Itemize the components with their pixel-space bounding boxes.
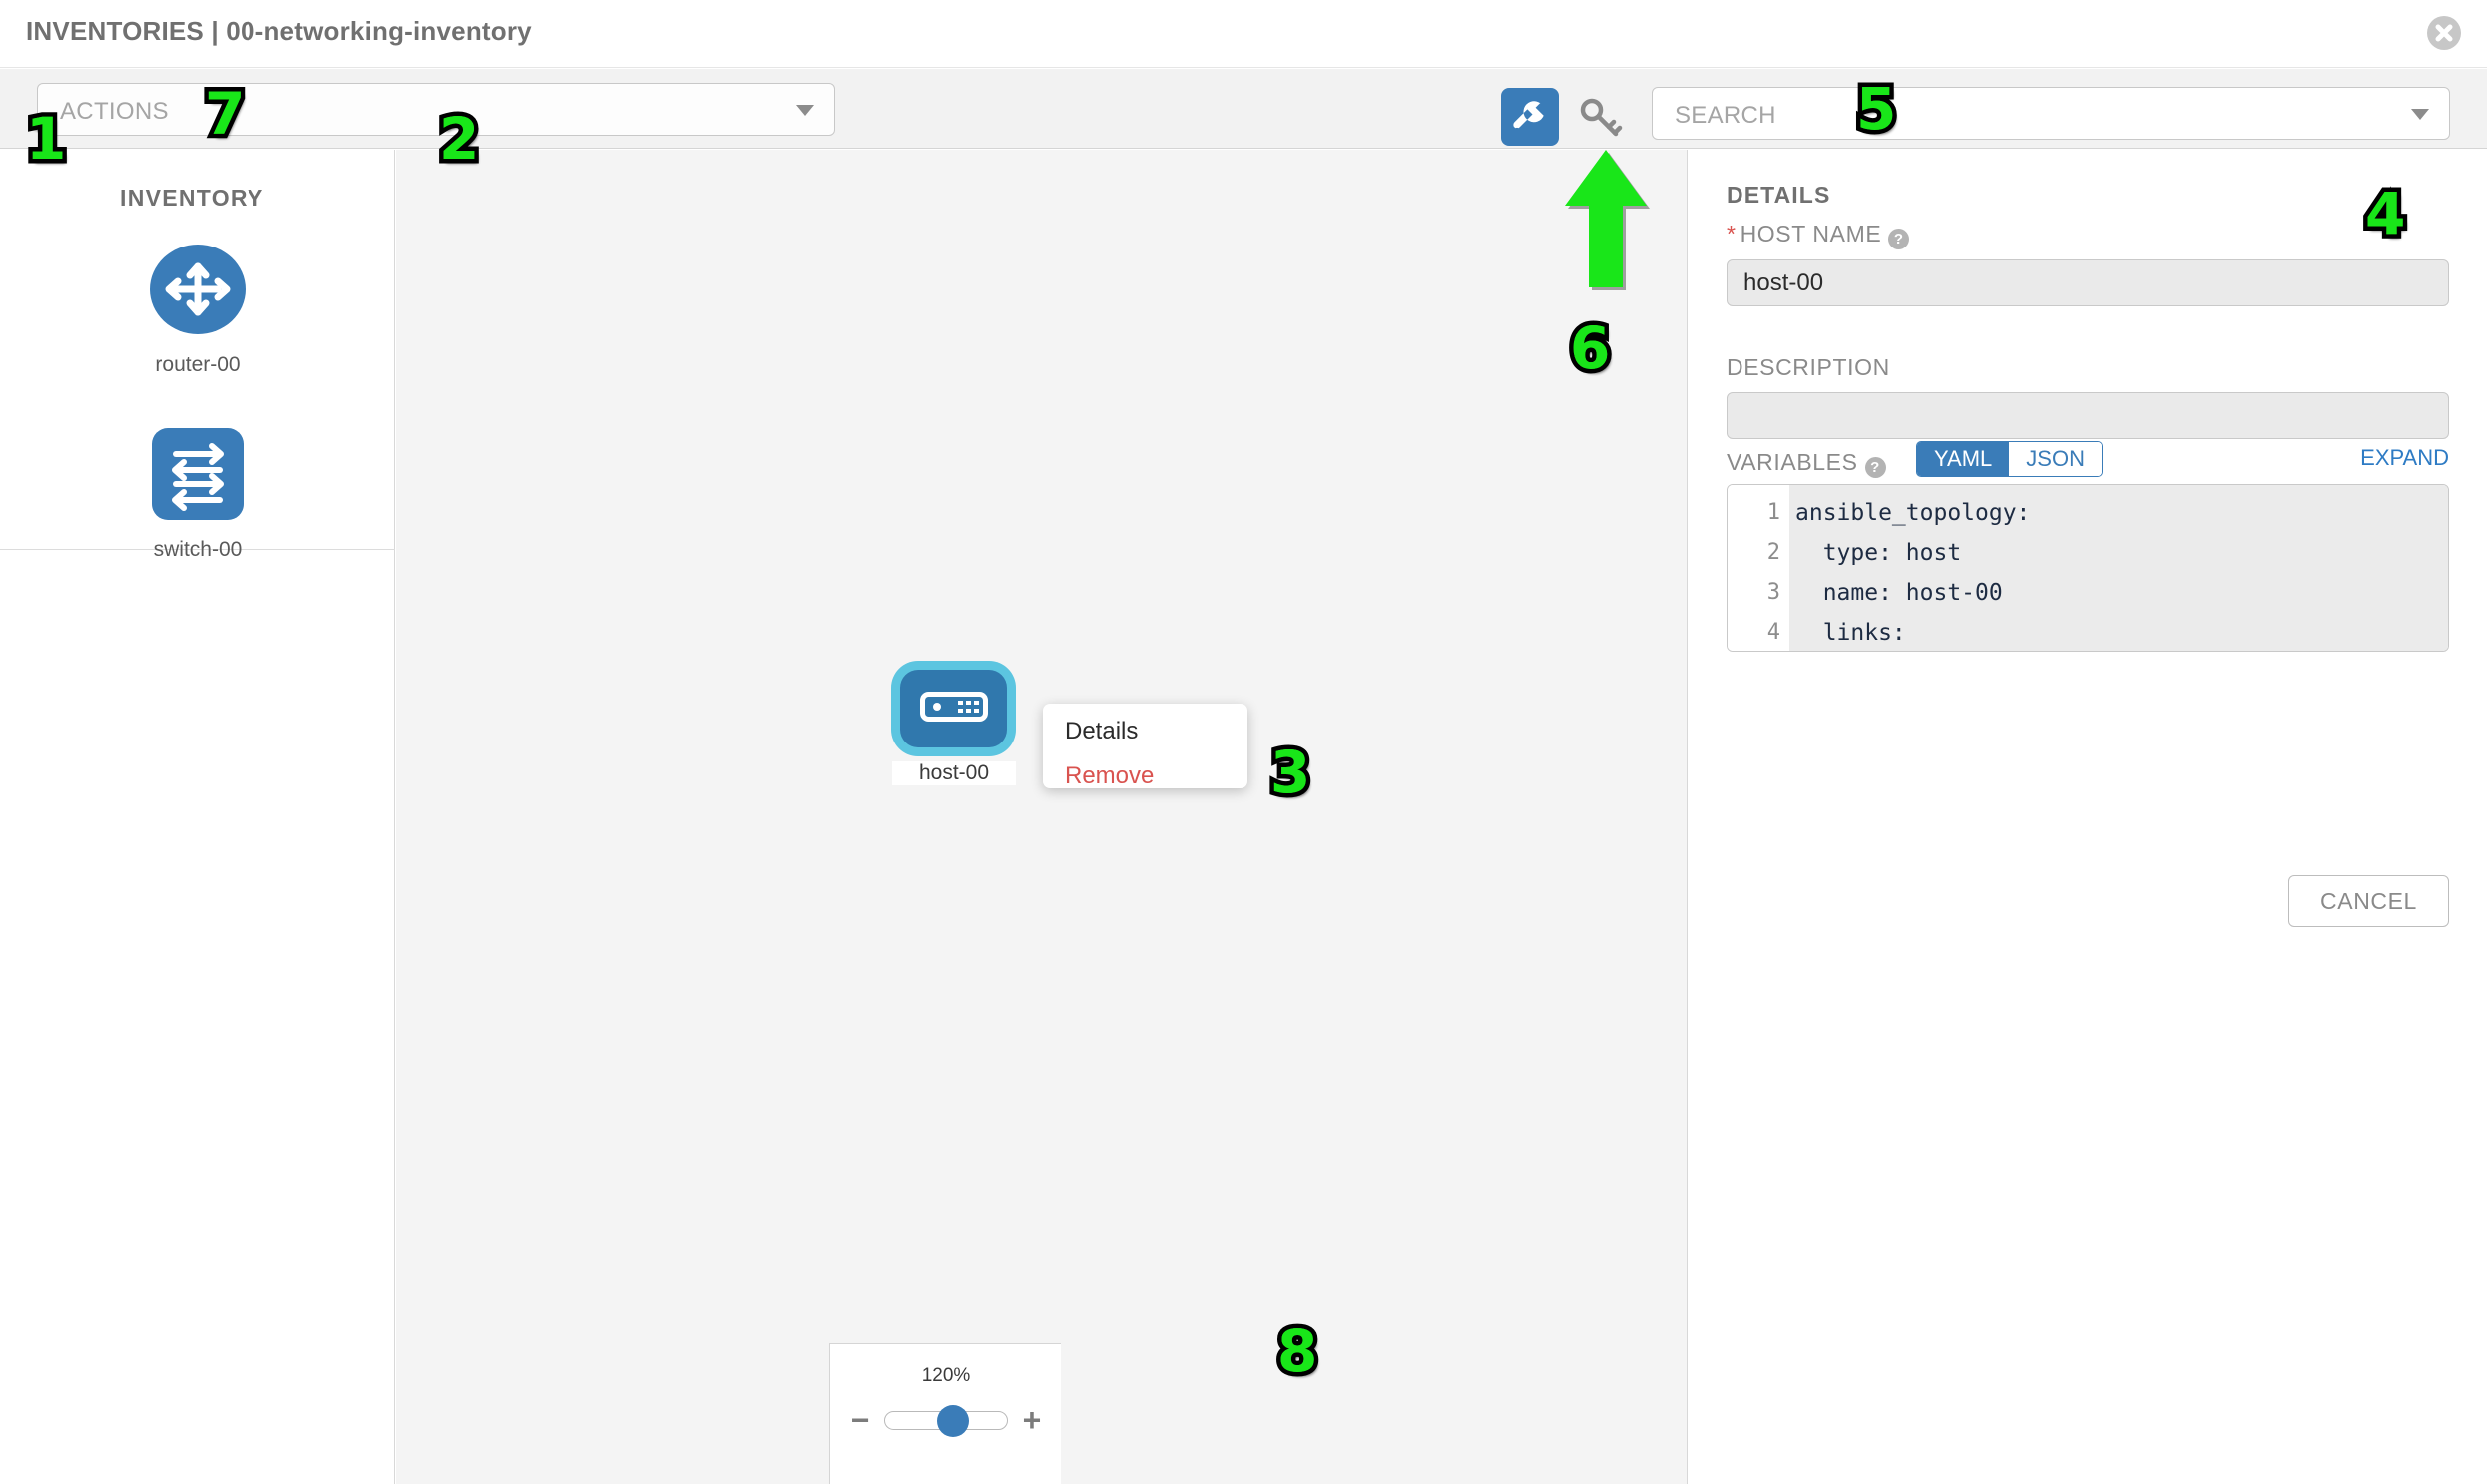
chevron-down-icon bbox=[2411, 109, 2429, 120]
zoom-control: 120% − + bbox=[829, 1343, 1061, 1484]
description-label: DESCRIPTION bbox=[1727, 354, 1890, 380]
zoom-slider[interactable] bbox=[884, 1404, 1008, 1437]
actions-dropdown-label: ACTIONS bbox=[60, 98, 169, 125]
variables-label: VARIABLES? bbox=[1727, 449, 1886, 478]
details-panel: DETAILS * HOST NAME? host-00 DESCRIPTION … bbox=[1689, 150, 2487, 1484]
variables-format-toggle[interactable]: YAML JSON bbox=[1916, 441, 2103, 477]
router-icon bbox=[0, 230, 395, 349]
topology-canvas[interactable]: host-00 Details Remove 120% − + bbox=[396, 150, 1688, 1484]
cancel-button[interactable]: CANCEL bbox=[2288, 875, 2449, 927]
host-name-label: * HOST NAME? bbox=[1727, 221, 1910, 249]
inventory-heading: INVENTORY bbox=[120, 185, 264, 211]
line-number: 2 bbox=[1766, 540, 1780, 565]
code-line: ansible_topology: bbox=[1795, 500, 2031, 526]
search-placeholder: SEARCH bbox=[1675, 102, 1776, 129]
context-menu-item-details[interactable]: Details bbox=[1065, 718, 1139, 744]
node-label: host-00 bbox=[892, 761, 1016, 785]
zoom-percent-label: 120% bbox=[921, 1365, 971, 1386]
actions-dropdown[interactable]: ACTIONS bbox=[37, 83, 835, 136]
sidebar-item-router[interactable]: router-00 bbox=[0, 230, 395, 377]
zoom-out-button[interactable]: − bbox=[850, 1402, 870, 1438]
close-icon[interactable] bbox=[2427, 16, 2461, 50]
page-title: INVENTORIES | 00-networking-inventory bbox=[26, 16, 532, 46]
window-header: INVENTORIES | 00-networking-inventory bbox=[0, 0, 2487, 68]
description-field[interactable] bbox=[1727, 392, 2449, 439]
key-icon[interactable] bbox=[1575, 93, 1623, 141]
node-body[interactable] bbox=[900, 670, 1007, 747]
search-input[interactable]: SEARCH bbox=[1652, 87, 2450, 140]
wrench-icon[interactable] bbox=[1501, 88, 1559, 146]
variables-code-editor[interactable]: 1234567 ansible_topology: type: host nam… bbox=[1727, 484, 2449, 652]
server-host-icon bbox=[919, 691, 988, 727]
details-heading: DETAILS bbox=[1727, 182, 1831, 208]
help-icon[interactable]: ? bbox=[1888, 229, 1910, 249]
line-number: 1 bbox=[1766, 500, 1780, 525]
code-line: type: host bbox=[1795, 540, 1962, 566]
switch-icon bbox=[0, 414, 395, 534]
line-number: 4 bbox=[1766, 620, 1780, 645]
help-icon[interactable]: ? bbox=[1864, 457, 1886, 478]
sidebar-item-switch[interactable]: switch-00 bbox=[0, 414, 395, 562]
format-json-button[interactable]: JSON bbox=[2009, 442, 2102, 476]
variables-label-text: VARIABLES bbox=[1727, 449, 1858, 475]
host-name-label-text: HOST NAME bbox=[1740, 221, 1882, 247]
node-context-menu[interactable]: Details Remove bbox=[1043, 704, 1247, 788]
expand-link[interactable]: EXPAND bbox=[2360, 445, 2449, 470]
zoom-slider-row: − + bbox=[830, 1400, 1062, 1440]
chevron-down-icon bbox=[796, 105, 814, 116]
host-name-field[interactable]: host-00 bbox=[1727, 259, 2449, 306]
inventory-sidebar: INVENTORY router-00 bbox=[0, 150, 395, 1484]
code-line: name: host-00 bbox=[1795, 580, 2003, 606]
sidebar-item-label: switch-00 bbox=[153, 538, 243, 561]
required-asterisk: * bbox=[1727, 221, 1737, 247]
topology-node-host[interactable]: host-00 bbox=[892, 670, 1016, 785]
code-content[interactable]: ansible_topology: type: host name: host-… bbox=[1789, 485, 2448, 651]
sidebar-item-label: router-00 bbox=[155, 353, 241, 376]
zoom-slider-thumb[interactable] bbox=[937, 1404, 969, 1437]
sidebar-divider bbox=[0, 549, 395, 550]
format-yaml-button[interactable]: YAML bbox=[1917, 442, 2010, 476]
line-number-gutter: 1234567 bbox=[1728, 485, 1789, 651]
zoom-in-button[interactable]: + bbox=[1022, 1402, 1042, 1438]
line-number: 3 bbox=[1766, 580, 1780, 605]
context-menu-item-remove[interactable]: Remove bbox=[1065, 762, 1155, 789]
code-line: links: bbox=[1795, 620, 1906, 646]
